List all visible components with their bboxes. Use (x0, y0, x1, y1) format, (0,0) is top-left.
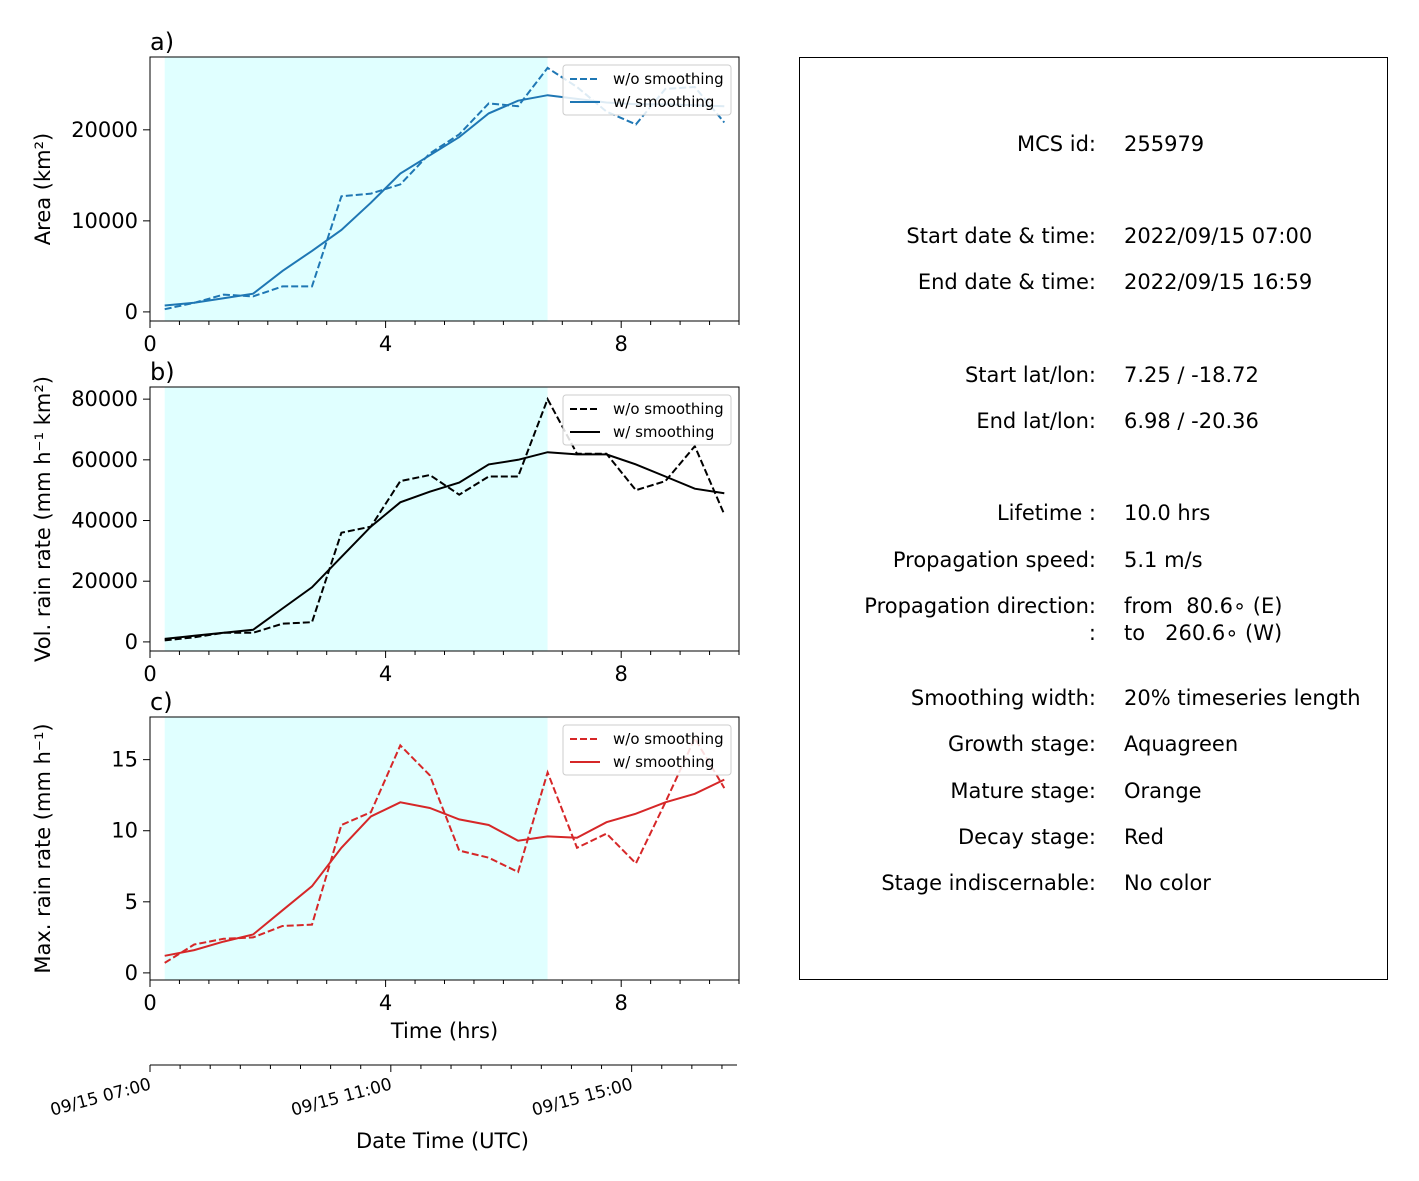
y-tick-label: 60000 (71, 448, 138, 472)
info-value: 255979 (1124, 132, 1205, 156)
info-value: 5.1 m/s (1124, 548, 1203, 572)
datetime-axis-label: Date Time (UTC) (356, 1129, 529, 1153)
info-label: End lat/lon: (976, 409, 1096, 433)
x-tick-label: 0 (143, 991, 156, 1015)
legend-label: w/o smoothing (613, 400, 724, 418)
legend-label: w/ smoothing (613, 93, 714, 111)
info-value: to 260.6∘ (W) (1124, 621, 1283, 645)
y-tick-label: 10000 (71, 209, 138, 233)
y-axis-label: Vol. rain rate (mm h⁻¹ km²) (31, 376, 55, 662)
y-tick-label: 0 (125, 961, 138, 985)
info-label: Smoothing width: (910, 686, 1096, 710)
panel-b: 0 4 8 0 20000 40000 60000 80000 Vol. rain rate (… (31, 358, 740, 686)
info-label: Propagation direction: (864, 594, 1096, 618)
info-value: 10.0 hrs (1124, 501, 1211, 525)
series-line-smoothed (164, 451, 725, 640)
info-label: Start date & time: (906, 224, 1096, 248)
info-value: 2022/09/15 07:00 (1124, 224, 1313, 248)
panel-c: 0 4 8 0 5 10 15 Max. rain rate (mm h⁻¹) c) Time (… (31, 688, 740, 1043)
legend: w/o smoothing w/ smoothing (562, 724, 732, 776)
series-line-raw (164, 396, 726, 642)
legend-label: w/o smoothing (613, 730, 724, 748)
shaded-region (164, 387, 548, 651)
info-value: Orange (1124, 779, 1202, 803)
info-label: Growth stage: (947, 732, 1096, 756)
info-panel: MCS id: 255979 Start date & time: 2022/0… (799, 57, 1388, 980)
x-tick-label: 4 (379, 662, 392, 686)
x-tick-label: 8 (615, 332, 628, 356)
y-tick-label: 20000 (71, 118, 138, 142)
info-value: from 80.6∘ (E) (1124, 594, 1283, 618)
datetime-tick-label: 09/15 11:00 (289, 1075, 394, 1121)
x-axis-label: Time (hrs) (390, 1019, 498, 1043)
panel-label: b) (150, 358, 175, 386)
info-label: End date & time: (917, 270, 1096, 294)
info-value: 6.98 / -20.36 (1124, 409, 1259, 433)
info-label: Mature stage: (950, 779, 1096, 803)
x-tick-label: 8 (615, 662, 628, 686)
series-line-smoothed (164, 778, 725, 957)
y-tick-label: 5 (125, 890, 138, 914)
shaded-region (164, 57, 548, 321)
info-value: 2022/09/15 16:59 (1124, 270, 1313, 294)
panel-label: a) (150, 28, 174, 56)
y-tick-label: 40000 (71, 509, 138, 533)
info-label: : (1088, 621, 1096, 645)
datetime-tick-label: 09/15 07:00 (48, 1075, 153, 1121)
info-label: MCS id: (1016, 132, 1096, 156)
y-tick-label: 15 (111, 748, 138, 772)
info-value: 7.25 / -18.72 (1124, 363, 1259, 387)
legend-label: w/ smoothing (613, 423, 714, 441)
info-label: Start lat/lon: (964, 363, 1096, 387)
y-tick-label: 0 (125, 630, 138, 654)
info-label: Propagation speed: (892, 548, 1096, 572)
y-tick-label: 20000 (71, 569, 138, 593)
y-axis-label: Area (km²) (31, 133, 55, 245)
info-label: Lifetime : (996, 501, 1096, 525)
legend-label: w/ smoothing (613, 753, 714, 771)
y-tick-label: 80000 (71, 387, 138, 411)
legend-box (562, 724, 732, 776)
legend-box (562, 64, 732, 116)
legend-label: w/o smoothing (613, 70, 724, 88)
series-line-raw (164, 66, 726, 311)
shaded-region (164, 717, 548, 980)
info-value: Aquagreen (1124, 732, 1239, 756)
x-tick-label: 0 (143, 332, 156, 356)
legend: w/o smoothing w/ smoothing (562, 64, 732, 116)
y-tick-label: 10 (111, 819, 138, 843)
x-tick-label: 4 (379, 991, 392, 1015)
info-value: No color (1124, 871, 1211, 895)
legend-box (562, 394, 732, 446)
datetime-tick-label: 09/15 15:00 (530, 1075, 635, 1121)
info-label: Stage indiscernable: (881, 871, 1096, 895)
y-tick-label: 0 (125, 300, 138, 324)
legend: w/o smoothing w/ smoothing (562, 394, 732, 446)
info-value: Red (1124, 825, 1164, 849)
y-axis-label: Max. rain rate (mm h⁻¹) (31, 723, 55, 973)
x-tick-label: 4 (379, 332, 392, 356)
info-value: 20% timeseries length (1124, 686, 1361, 710)
info-label: Decay stage: (958, 825, 1096, 849)
panel-label: c) (150, 688, 173, 716)
x-tick-label: 0 (143, 662, 156, 686)
x-tick-label: 8 (615, 991, 628, 1015)
